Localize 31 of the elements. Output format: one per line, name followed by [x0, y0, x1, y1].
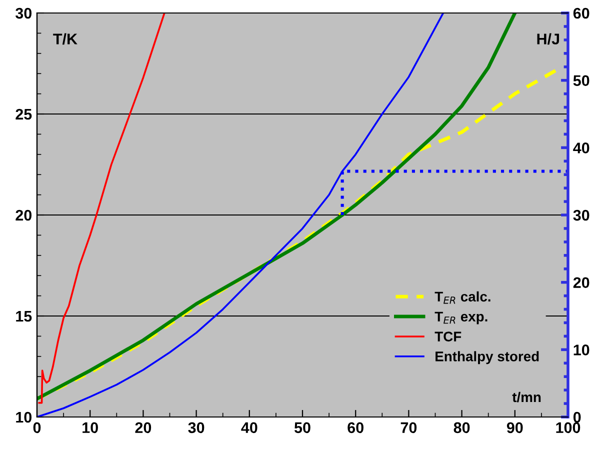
x-tick-label: 80	[454, 422, 470, 434]
y2-tick-label: 20	[573, 277, 590, 288]
y2-axis-title: H/J	[537, 33, 559, 45]
legend-label: T$_{ER}$ exp.	[434, 312, 488, 324]
x-tick-label: 30	[188, 422, 204, 434]
x-tick-label: 90	[506, 422, 523, 434]
legend-label: T$_{ER}$ calc.	[434, 291, 490, 304]
x-tick-label: 50	[294, 422, 310, 434]
line-series	[38, 13, 166, 404]
x-tick-label: 100	[556, 422, 580, 434]
y2-tick-label: 40	[573, 142, 590, 154]
x-tick-label: 70	[400, 422, 417, 434]
x-tick-label: 60	[348, 422, 364, 434]
legend-label: TCF	[434, 332, 462, 342]
y2-tick-label: 60	[573, 8, 590, 19]
x-tick-label: 40	[241, 422, 258, 434]
x-axis-title: t/mn	[512, 392, 541, 402]
x-tick-label: 20	[135, 422, 152, 434]
legend-label: Enthalpy stored	[436, 351, 539, 364]
y-tick-label: 30	[16, 8, 32, 19]
y-tick-label: 20	[16, 210, 32, 221]
y2-tick-label: 50	[573, 75, 590, 86]
y-tick-label: 25	[16, 108, 32, 120]
y2-tick-label: 0	[573, 412, 581, 423]
y-tick-label: 10	[16, 412, 32, 423]
y2-tick-label: 30	[573, 210, 590, 221]
x-tick-label: 0	[33, 422, 41, 434]
y2-tick-label: 10	[574, 344, 590, 356]
y-tick-label: 15	[16, 311, 32, 322]
y-axis-title: T/K	[53, 33, 78, 45]
x-tick-label: 10	[82, 422, 98, 434]
